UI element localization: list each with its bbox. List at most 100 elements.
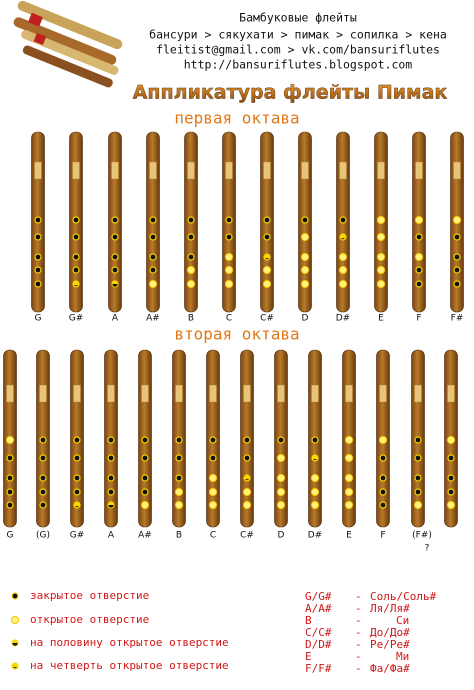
flute-window	[73, 384, 81, 403]
hole-open	[148, 279, 158, 289]
flute	[108, 131, 122, 313]
hole-closed	[454, 254, 460, 260]
hole-closed	[244, 455, 250, 461]
hole	[72, 266, 80, 274]
note-label: F#	[451, 314, 464, 324]
hole	[11, 639, 19, 647]
flutes: G G# A A# B C C# D D# E F F# G (G) G# A A# B C C# D D# E F (F#)?	[3, 131, 464, 554]
hole-open	[10, 615, 20, 625]
hole	[414, 454, 422, 462]
hole-closed	[448, 489, 454, 495]
hole	[453, 280, 461, 288]
flute	[172, 349, 186, 528]
hole	[111, 233, 119, 241]
hole-closed	[74, 455, 80, 461]
hole	[174, 500, 184, 510]
hole-closed	[108, 455, 114, 461]
flute-window	[225, 161, 233, 180]
hole-closed	[176, 475, 182, 481]
hole	[447, 454, 455, 462]
flute	[222, 131, 236, 313]
hole	[225, 216, 233, 224]
hole	[72, 233, 80, 241]
hole-ring	[243, 474, 251, 482]
note-name: Ре/Ре#	[370, 638, 410, 651]
hole-ring	[73, 501, 81, 509]
hole	[414, 436, 422, 444]
flute-window	[447, 384, 455, 403]
hole	[73, 501, 81, 509]
flute-window	[414, 384, 422, 403]
legend-text: на половину открытое отверстие	[30, 636, 229, 649]
hole-ring	[11, 662, 19, 670]
note-dash: -	[355, 626, 362, 639]
hole	[338, 252, 348, 262]
hole	[310, 487, 320, 497]
hole-open	[338, 265, 348, 275]
hole-closed	[415, 455, 421, 461]
hole	[310, 473, 320, 483]
hole	[187, 253, 195, 261]
hole-closed	[142, 455, 148, 461]
hole-open	[414, 215, 424, 225]
hole	[39, 436, 47, 444]
hole-closed	[150, 234, 156, 240]
hole	[310, 500, 320, 510]
hole	[311, 436, 319, 444]
hole-closed	[454, 281, 460, 287]
hole-open	[300, 232, 310, 242]
hole-closed	[312, 437, 318, 443]
header-line: http://bansuriflutes.blogspot.com	[184, 58, 413, 72]
hole-closed	[188, 217, 194, 223]
hole-closed	[302, 217, 308, 223]
hole-half	[12, 643, 18, 646]
hole	[209, 454, 217, 462]
hole-closed	[176, 437, 182, 443]
hole	[453, 253, 461, 261]
hole-closed	[73, 217, 79, 223]
hole	[174, 487, 184, 497]
note-code: D/D#	[305, 638, 332, 651]
note-label: A	[112, 314, 119, 324]
hole	[149, 216, 157, 224]
hole	[379, 474, 387, 482]
hole-open	[378, 435, 388, 445]
flute	[376, 349, 390, 528]
flute-window	[111, 161, 119, 180]
hole-open	[186, 279, 196, 289]
flute-window	[175, 384, 183, 403]
hole	[73, 454, 81, 462]
hole-closed	[416, 234, 422, 240]
note-dash: -	[355, 614, 362, 627]
hole	[72, 280, 80, 288]
hole-open	[140, 500, 150, 510]
hole-open	[344, 500, 354, 510]
hole-open	[413, 500, 423, 510]
note-label: B	[176, 531, 182, 541]
hole-closed	[74, 475, 80, 481]
hole-closed	[112, 234, 118, 240]
hole-closed	[35, 217, 41, 223]
hole	[11, 662, 19, 670]
hole-open	[414, 252, 424, 262]
hole	[186, 279, 196, 289]
hole	[141, 454, 149, 462]
hole	[276, 453, 286, 463]
hole-open	[338, 252, 348, 262]
hole-open	[224, 265, 234, 275]
hole	[276, 473, 286, 483]
hole-closed	[35, 281, 41, 287]
hole	[208, 500, 218, 510]
note-label: E	[346, 531, 352, 541]
hole-closed	[380, 455, 386, 461]
hole-open	[300, 279, 310, 289]
hole	[311, 454, 319, 462]
logo-flutes	[13, 0, 123, 88]
flute-window	[345, 384, 353, 403]
note-label: D	[278, 531, 285, 541]
flute-window	[141, 384, 149, 403]
hole	[376, 232, 386, 242]
note-label: (F#)	[412, 531, 432, 541]
flute-window	[377, 161, 385, 180]
hole	[187, 216, 195, 224]
